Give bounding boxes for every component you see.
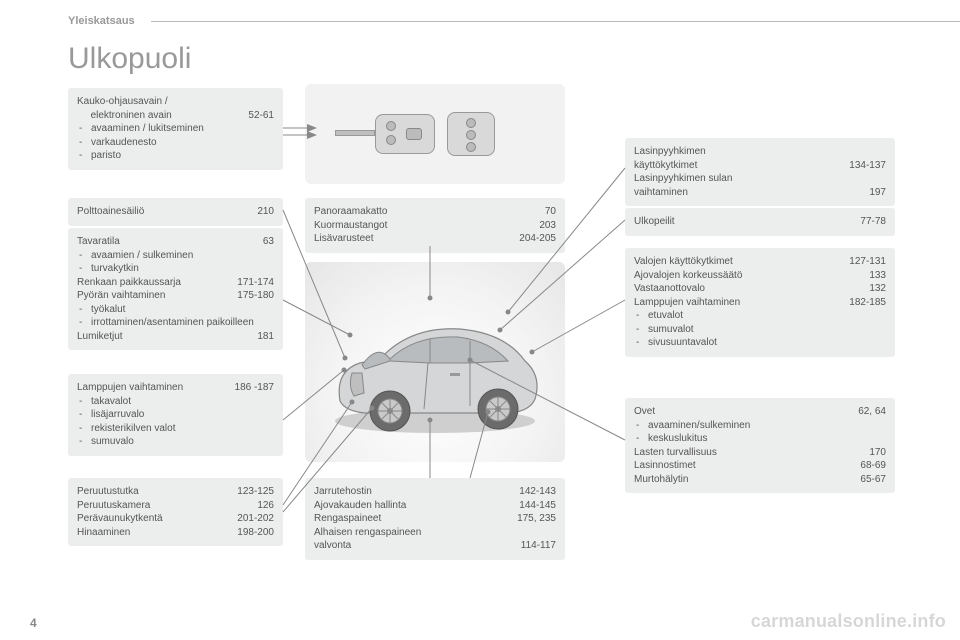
section-label: Yleiskatsaus bbox=[68, 15, 145, 27]
key-fob-1 bbox=[375, 114, 435, 154]
fuel-label: Polttoainesäiliö bbox=[77, 205, 144, 219]
remote-title2: elektroninen avain bbox=[83, 110, 172, 121]
fuel-pages: 210 bbox=[249, 205, 274, 219]
box-fuel: Polttoainesäiliö 210 bbox=[68, 198, 283, 226]
box-brake: Jarrutehostin142-143 Ajovakauden hallint… bbox=[305, 478, 565, 560]
header-bar: Yleiskatsaus bbox=[68, 20, 960, 22]
remote-pages: 52-61 bbox=[240, 109, 274, 123]
page-title: Ulkopuoli bbox=[68, 42, 191, 76]
page-number: 4 bbox=[30, 616, 37, 630]
box-lights: Valojen käyttökytkimet127-131 Ajovalojen… bbox=[625, 248, 895, 357]
watermark: carmanualsonline.info bbox=[751, 611, 946, 632]
box-remote-key: Kauko-ohjausavain / elektroninen avain 52… bbox=[68, 88, 283, 170]
car-svg bbox=[320, 291, 550, 441]
box-mirrors: Ulkopeilit77-78 bbox=[625, 208, 895, 236]
car-illustration bbox=[305, 262, 565, 462]
box-boot: Tavaratila63 avaamien / sulkeminen turva… bbox=[68, 228, 283, 350]
box-panoramic: Panoraamakatto70 Kuormaustangot203 Lisäv… bbox=[305, 198, 565, 253]
header-line bbox=[151, 21, 960, 22]
key-fob-2 bbox=[447, 112, 495, 156]
box-parking: Peruutustutka123-125 Peruutuskamera126 P… bbox=[68, 478, 283, 546]
box-lamps-rear: Lamppujen vaihtaminen186 -187 takavalot … bbox=[68, 374, 283, 456]
remote-items: avaaminen / lukitseminen varkaudenesto p… bbox=[77, 122, 274, 163]
box-wiper: Lasinpyyhkimen käyttökytkimet134-137 Las… bbox=[625, 138, 895, 206]
remote-title1: Kauko-ohjausavain / bbox=[77, 95, 168, 109]
box-doors: Ovet62, 64 avaaminen/sulkeminen keskuslu… bbox=[625, 398, 895, 493]
remote-key-illustration bbox=[305, 84, 565, 184]
